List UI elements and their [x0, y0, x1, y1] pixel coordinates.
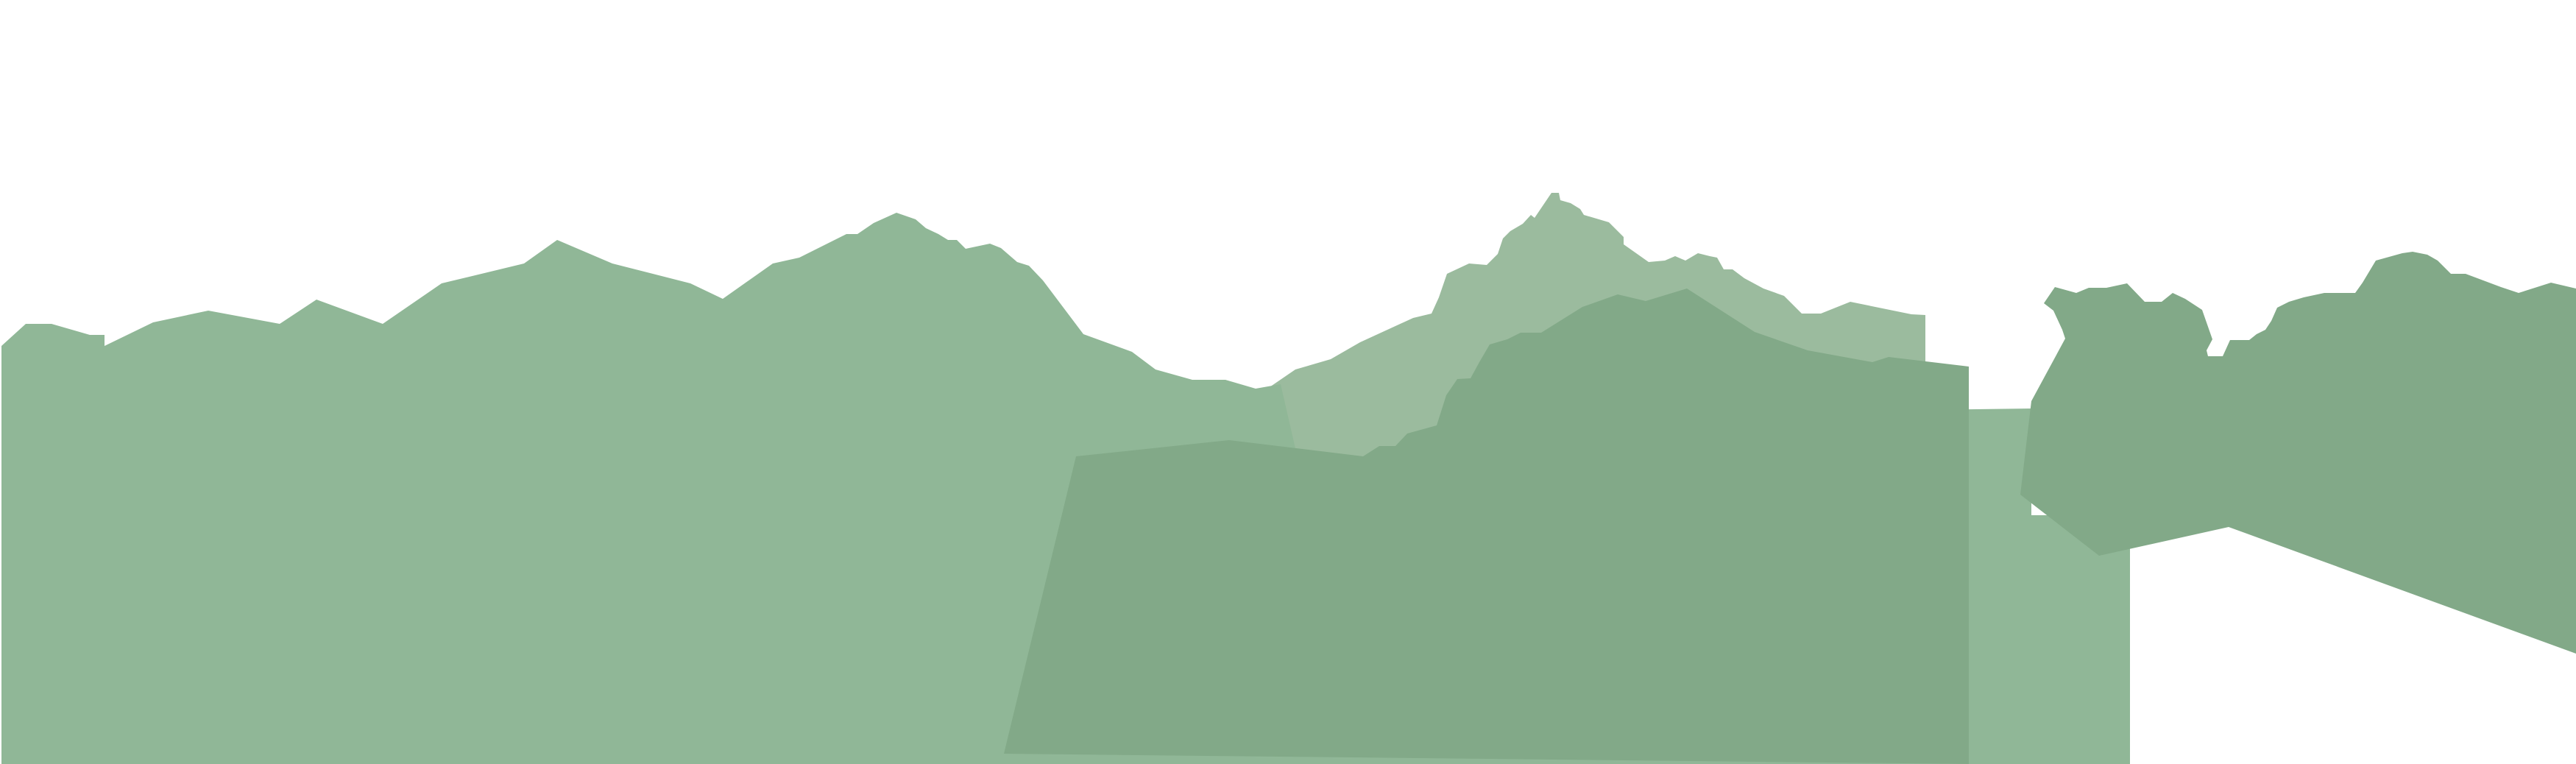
- front-mountain-ridge-center: [1004, 289, 1969, 764]
- front-mountain-ridge-right: [2020, 252, 2576, 654]
